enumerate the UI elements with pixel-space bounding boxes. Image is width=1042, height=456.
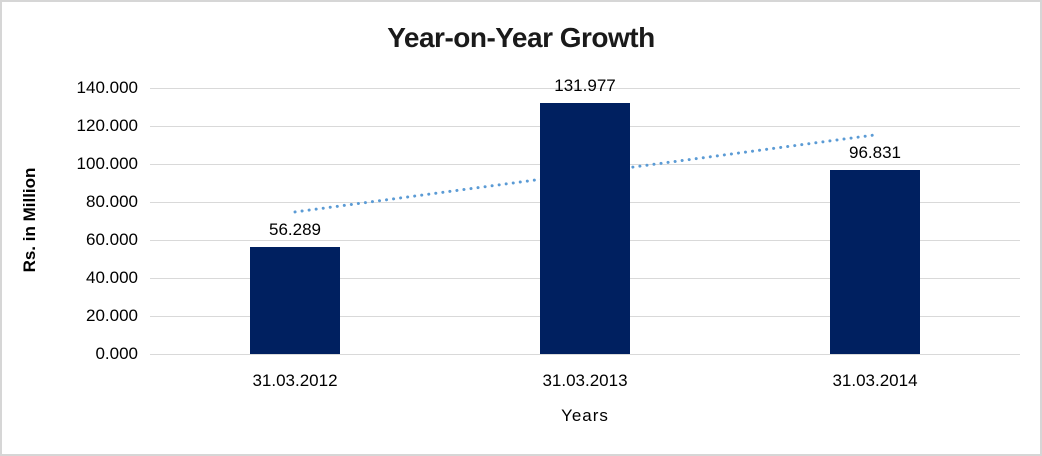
bar-31.03.2013 [540, 103, 630, 354]
x-tick-label: 31.03.2014 [832, 371, 918, 390]
bar-31.03.2014 [830, 170, 920, 354]
bar-value-label: 56.289 [269, 220, 321, 240]
chart-title: Year-on-Year Growth [387, 22, 655, 53]
gridline [150, 354, 1020, 355]
y-tick-label: 120.000 [76, 116, 138, 135]
y-tick-label: 60.000 [86, 230, 138, 249]
y-tick-label: 40.000 [86, 268, 138, 287]
bar-value-label: 96.831 [849, 143, 901, 163]
y-tick-label: 140.000 [76, 78, 138, 97]
gridline [150, 88, 1020, 89]
y-tick-label: 0.000 [95, 344, 138, 363]
y-tick-label: 100.000 [76, 154, 138, 173]
x-tick-label: 31.03.2012 [252, 371, 338, 390]
x-axis-title: Years [561, 406, 609, 425]
y-tick-label: 80.000 [86, 192, 138, 211]
y-tick-label: 20.000 [86, 306, 138, 325]
bar-31.03.2012 [250, 247, 340, 354]
bar-value-label: 131.977 [554, 76, 616, 96]
x-tick-label: 31.03.2013 [542, 371, 628, 390]
